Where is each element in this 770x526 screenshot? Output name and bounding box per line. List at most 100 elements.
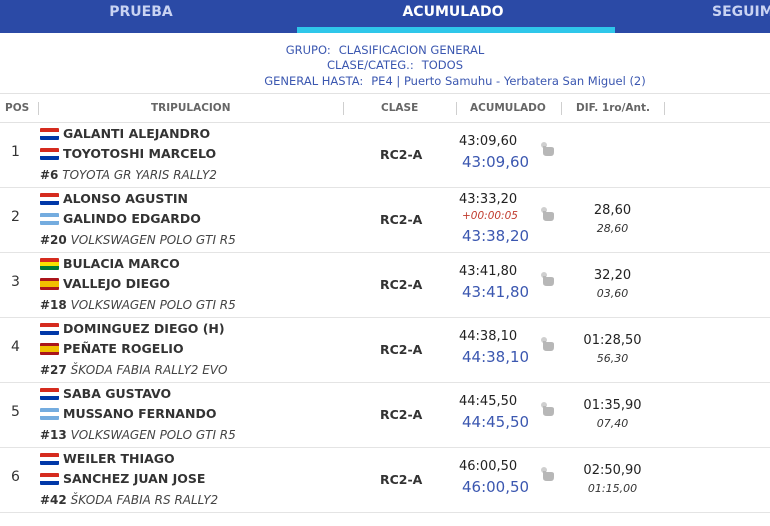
tab-bar: PRUEBA ACUMULADO SEGUIM — [0, 0, 770, 33]
clase: RC2-A — [380, 472, 423, 487]
tap-icon[interactable] — [538, 335, 556, 353]
paraguay-flag-icon — [40, 453, 59, 465]
stage-time: 44:45,50 — [459, 394, 518, 409]
driver: GALANTI ALEJANDRO — [40, 126, 210, 141]
accumulated-time: 43:09,60 — [462, 153, 530, 171]
dif-prev: 03,60 — [596, 287, 629, 300]
grupo-value: CLASIFICACION GENERAL — [338, 43, 485, 57]
position: 1 — [11, 144, 20, 160]
bolivia-flag-icon — [40, 258, 59, 270]
position: 2 — [11, 209, 20, 225]
codriver-name: TOYOTOSHI MARCELO — [63, 146, 217, 161]
driver: ALONSO AGUSTIN — [40, 191, 188, 206]
driver-name: SABA GUSTAVO — [63, 386, 172, 401]
dif-first: 02:50,90 — [583, 463, 642, 478]
codriver: GALINDO EDGARDO — [40, 211, 201, 226]
accumulated-time: 43:38,20 — [462, 227, 530, 245]
dif-first: 28,60 — [593, 203, 632, 218]
paraguay-flag-icon — [40, 388, 59, 400]
table-row[interactable]: 1 GALANTI ALEJANDRO TOYOTOSHI MARCELO #6… — [0, 122, 770, 188]
codriver: VALLEJO DIEGO — [40, 276, 170, 291]
dif-prev: 56,30 — [596, 352, 629, 365]
tap-icon[interactable] — [538, 140, 556, 158]
table-row[interactable]: 3 BULACIA MARCO VALLEJO DIEGO #18 VOLKSW… — [0, 252, 770, 318]
driver-name: WEILER THIAGO — [63, 451, 175, 466]
driver-name: ALONSO AGUSTIN — [63, 191, 188, 206]
hasta-line: GENERAL HASTA: PE4 | Puerto Samuhu - Yerb… — [70, 74, 770, 89]
codriver: SANCHEZ JUAN JOSE — [40, 471, 205, 486]
stage-time: 43:41,80 — [459, 264, 518, 279]
tab-prueba[interactable]: PRUEBA — [109, 4, 173, 20]
grupo-line: GRUPO: CLASIFICACION GENERAL — [0, 43, 770, 58]
codriver-name: GALINDO EDGARDO — [63, 211, 201, 226]
col-acumulado: ACUMULADO — [470, 102, 546, 114]
spain-flag-icon — [40, 278, 59, 290]
tap-icon[interactable] — [538, 465, 556, 483]
dif-first: 01:28,50 — [583, 333, 642, 348]
stage-time: 46:00,50 — [459, 459, 518, 474]
clase: RC2-A — [380, 277, 423, 292]
table-row[interactable]: 4 DOMINGUEZ DIEGO (H) PEÑATE ROGELIO #27… — [0, 317, 770, 383]
col-tripulacion: TRIPULACION — [151, 102, 231, 114]
paraguay-flag-icon — [40, 148, 59, 160]
col-dif: DIF. 1ro/Ant. — [576, 102, 651, 114]
clase: RC2-A — [380, 212, 423, 227]
position: 3 — [11, 274, 20, 290]
accumulated-time: 44:45,50 — [462, 413, 530, 431]
driver: WEILER THIAGO — [40, 451, 175, 466]
driver: SABA GUSTAVO — [40, 386, 171, 401]
clase: RC2-A — [380, 407, 423, 422]
accumulated-time: 44:38,10 — [462, 348, 530, 366]
table-row[interactable]: 5 SABA GUSTAVO MUSSANO FERNANDO #13 VOLK… — [0, 382, 770, 448]
clase: RC2-A — [380, 342, 423, 357]
paraguay-flag-icon — [40, 128, 59, 140]
col-divider — [561, 102, 562, 115]
codriver-name: SANCHEZ JUAN JOSE — [63, 471, 206, 486]
col-divider — [456, 102, 457, 115]
paraguay-flag-icon — [40, 193, 59, 205]
codriver-name: VALLEJO DIEGO — [63, 276, 171, 291]
car-number: #42 — [40, 493, 67, 507]
paraguay-flag-icon — [40, 323, 59, 335]
table-row[interactable]: 6 WEILER THIAGO SANCHEZ JUAN JOSE #42 ŠK… — [0, 447, 770, 513]
tab-acumulado[interactable]: ACUMULADO — [402, 4, 504, 20]
tap-icon[interactable] — [538, 400, 556, 418]
car-model: VOLKSWAGEN POLO GTI R5 — [70, 298, 236, 312]
grupo-label: GRUPO: — [285, 43, 331, 57]
accumulated-time: 46:00,50 — [462, 478, 530, 496]
position: 6 — [11, 469, 20, 485]
car-model: ŠKODA FABIA RALLY2 EVO — [70, 363, 228, 377]
spain-flag-icon — [40, 343, 59, 355]
stage-time: 43:33,20 — [459, 192, 518, 207]
penalty: +00:00:05 — [462, 210, 518, 222]
dif-prev: 28,60 — [596, 222, 629, 235]
car-model: VOLKSWAGEN POLO GTI R5 — [70, 428, 236, 442]
tap-icon[interactable] — [538, 205, 556, 223]
hasta-value: PE4 | Puerto Samuhu - Yerbatera San Migu… — [371, 74, 646, 88]
car-number: #20 — [40, 233, 67, 247]
col-divider — [664, 102, 665, 115]
car-info: #6 TOYOTA GR YARIS RALLY2 — [40, 168, 217, 182]
col-divider — [38, 102, 39, 115]
clase-line: CLASE/CATEG.: TODOS — [10, 58, 770, 73]
driver: DOMINGUEZ DIEGO (H) — [40, 321, 225, 336]
tab-seguimiento[interactable]: SEGUIM — [712, 4, 770, 20]
col-pos: POS — [5, 102, 30, 114]
active-tab-indicator — [297, 27, 615, 33]
car-info: #13 VOLKSWAGEN POLO GTI R5 — [40, 428, 236, 442]
hasta-label: GENERAL HASTA: — [264, 74, 364, 88]
dif-first: 32,20 — [593, 268, 632, 283]
tap-icon[interactable] — [538, 270, 556, 288]
car-number: #27 — [40, 363, 67, 377]
stage-time: 43:09,60 — [459, 134, 518, 149]
driver-name: DOMINGUEZ DIEGO (H) — [63, 321, 225, 336]
table-row[interactable]: 2 ALONSO AGUSTIN GALINDO EDGARDO #20 VOL… — [0, 187, 770, 253]
col-clase: CLASE — [381, 102, 419, 114]
col-divider — [343, 102, 344, 115]
clase-value: TODOS — [421, 58, 464, 72]
clase-label: CLASE/CATEG.: — [326, 58, 414, 72]
dif-first: 01:35,90 — [583, 398, 642, 413]
table-header: POS TRIPULACION CLASE ACUMULADO DIF. 1ro… — [0, 93, 770, 123]
position: 4 — [11, 339, 20, 355]
car-info: #18 VOLKSWAGEN POLO GTI R5 — [40, 298, 236, 312]
